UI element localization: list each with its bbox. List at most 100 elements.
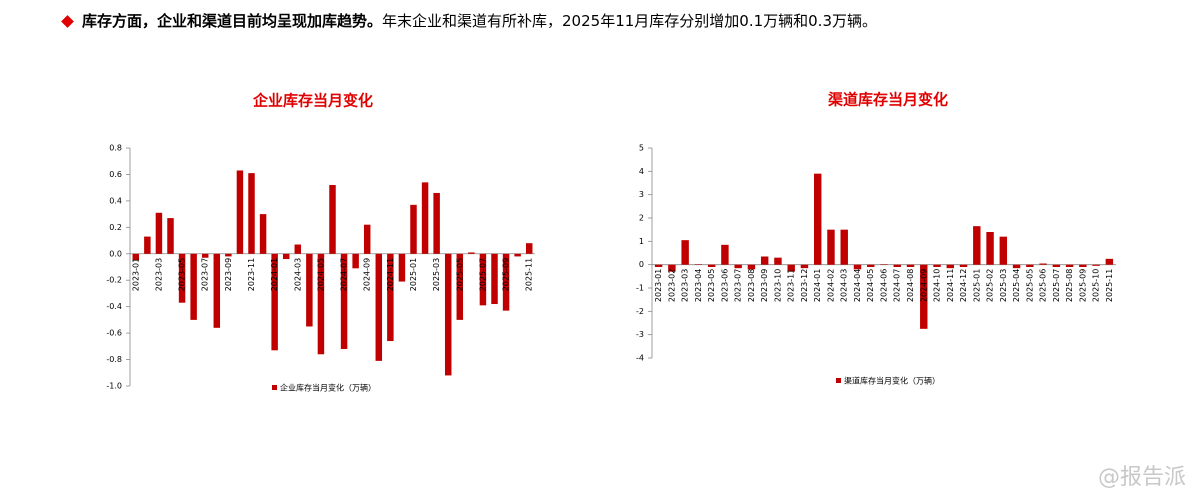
bar (654, 264, 663, 267)
bar (178, 253, 186, 303)
bar (1105, 258, 1114, 265)
x-tick-label: 2024-04 (853, 269, 862, 302)
y-tick-label: -0.4 (106, 302, 122, 311)
y-tick-label: 0.0 (109, 249, 122, 258)
y-tick-label: 0 (639, 260, 644, 269)
y-tick-label: 4 (639, 167, 644, 176)
header-normal: 年末企业和渠道有所补库，2025年11月库存分别增加0.1万辆和0.3万辆。 (382, 12, 877, 30)
y-tick-label: -0.8 (106, 355, 122, 364)
x-tick-label: 2024-11 (946, 269, 955, 302)
bar (479, 253, 487, 306)
bar (213, 253, 221, 328)
bar (681, 240, 689, 265)
bar (973, 226, 981, 265)
bar (236, 170, 244, 254)
bar (248, 173, 255, 254)
x-tick-label: 2024-07 (893, 269, 902, 302)
bar (999, 236, 1008, 265)
bar (734, 264, 742, 269)
bar (294, 244, 302, 254)
legend-label: 渠道库存当月变化（万辆） (844, 376, 940, 386)
bar (317, 253, 325, 355)
bar (1039, 263, 1047, 265)
x-tick-label: 2025-06 (1039, 269, 1048, 302)
x-tick-label: 2023-08 (747, 269, 756, 302)
x-tick-label: 2024-02 (826, 269, 835, 302)
x-tick-label: 2025-11 (525, 258, 534, 291)
bar (468, 252, 475, 254)
y-tick-label: -0.6 (106, 329, 122, 338)
y-tick-label: -3 (636, 330, 644, 339)
x-tick-label: 2024-03 (840, 269, 849, 302)
x-tick-label: 2025-07 (478, 258, 487, 291)
x-tick-label: 2023-03 (154, 258, 163, 291)
x-tick-label: 2025-10 (1092, 269, 1101, 302)
bar (1079, 264, 1087, 267)
x-tick-label: 2023-11 (247, 258, 256, 291)
bar (906, 264, 915, 267)
x-tick-label: 2024-03 (293, 258, 302, 291)
x-tick-label: 2023-09 (224, 258, 233, 291)
bar (959, 264, 968, 267)
x-tick-label: 2023-09 (760, 269, 769, 302)
bar (867, 264, 875, 267)
bar (329, 185, 336, 254)
bar (387, 253, 394, 342)
bar (201, 253, 209, 258)
x-tick-label: 2023-01 (654, 269, 663, 302)
bar (747, 264, 756, 270)
x-tick-label: 2025-05 (1025, 269, 1034, 302)
bar (1052, 264, 1061, 267)
bar (774, 257, 782, 265)
x-tick-label: 2025-01 (409, 258, 418, 291)
x-tick-label: 2024-10 (933, 269, 942, 302)
x-tick-label: 2024-12 (959, 269, 968, 302)
x-tick-label: 2025-03 (999, 269, 1008, 302)
watermark: @报告派 (1097, 465, 1186, 490)
bar (933, 264, 941, 267)
x-tick-label: 2024-08 (906, 269, 915, 302)
x-tick-label: 2023-05 (178, 258, 187, 291)
x-tick-label: 2023-01 (131, 258, 140, 291)
bar (132, 253, 140, 261)
bar (259, 214, 267, 254)
x-tick-label: 2025-08 (1065, 269, 1074, 302)
bar (827, 229, 835, 265)
bar (155, 212, 163, 254)
bar (760, 256, 769, 265)
x-tick-label: 2025-07 (1052, 269, 1061, 302)
bar (398, 253, 406, 282)
bar (456, 253, 464, 320)
x-tick-label: 2025-02 (986, 269, 995, 302)
bar (814, 173, 822, 265)
x-tick-label: 2024-01 (270, 258, 279, 291)
y-tick-label: 0.8 (109, 144, 122, 153)
y-tick-label: -1.0 (106, 382, 122, 391)
bar (514, 253, 521, 257)
legend-swatch (836, 378, 841, 383)
x-tick-label: 2023-02 (667, 269, 676, 302)
x-tick-label: 2025-01 (972, 269, 981, 302)
bar (144, 236, 151, 254)
header-bold: 库存方面，企业和渠道目前均呈现加库趋势。 (82, 12, 383, 30)
x-tick-label: 2024-07 (340, 258, 349, 291)
legend-label: 企业库存当月变化（万辆） (280, 383, 376, 393)
bar (282, 253, 290, 260)
chart-title: 渠道库存当月变化 (828, 91, 948, 109)
chart-title: 企业库存当月变化 (252, 92, 373, 110)
y-tick-label: 5 (639, 144, 644, 153)
x-tick-label: 2023-07 (201, 258, 210, 291)
bar (946, 264, 954, 269)
y-tick-label: -4 (636, 354, 644, 363)
bar (410, 204, 417, 254)
bar (707, 264, 716, 267)
bar (444, 253, 452, 376)
x-tick-label: 2025-03 (432, 258, 441, 291)
bar (190, 253, 197, 320)
bar (352, 253, 359, 269)
x-tick-label: 2023-03 (681, 269, 690, 302)
header-text: 库存方面，企业和渠道目前均呈现加库趋势。年末企业和渠道有所补库，2025年11月… (82, 10, 877, 31)
bar (502, 253, 510, 311)
